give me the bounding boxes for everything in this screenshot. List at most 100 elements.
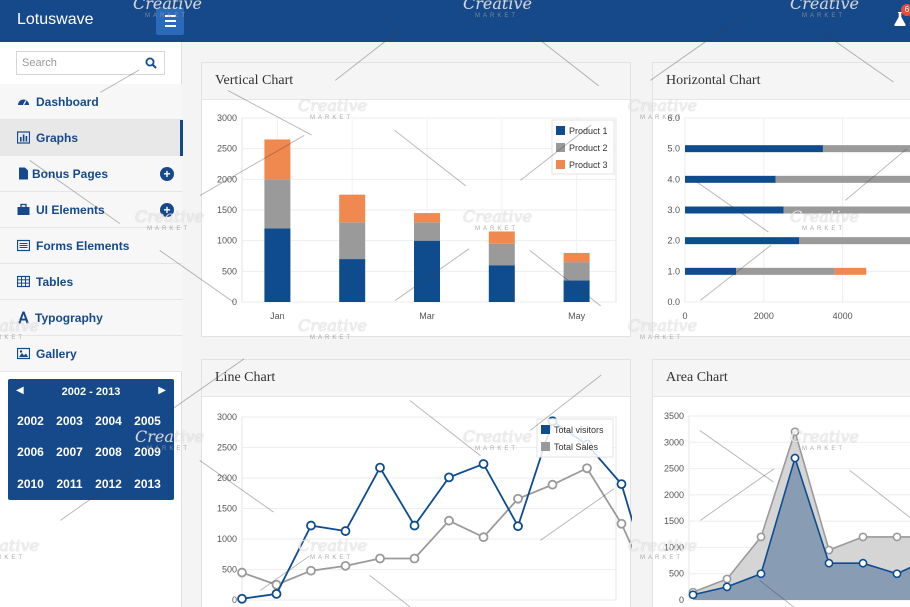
sidebar-item-dashboard[interactable]: Dashboard [0, 84, 182, 120]
y-tick-label: 2000 [217, 473, 237, 483]
y-tick-label: 3000 [217, 412, 237, 422]
series-line [241, 467, 632, 586]
data-point [444, 515, 454, 526]
y-tick-label: 500 [222, 565, 237, 575]
notification-badge[interactable]: 6 [901, 4, 910, 16]
search-icon[interactable] [145, 57, 157, 69]
x-tick-label: Mar [419, 311, 435, 321]
flask-icon[interactable] [894, 12, 906, 26]
legend-label: Total visitors [554, 425, 604, 435]
sidebar-item-gallery[interactable]: Gallery [0, 336, 182, 372]
y-tick-label: 1500 [217, 205, 237, 215]
year-cell[interactable]: 2003 [56, 413, 83, 428]
y-tick-label: 3000 [664, 437, 684, 447]
line-chart-panel: Line Chart 0 500 1000 1500 2000 2500 3000 Total… [201, 359, 632, 607]
bar-segment [736, 267, 835, 275]
sidebar-item-bonus-pages[interactable]: Bonus Pages + [0, 156, 182, 192]
brand-logo[interactable]: Lotuswave [17, 11, 94, 28]
sidebar-item-forms-elements[interactable]: Forms Elements [0, 228, 182, 264]
legend-label: Total Sales [554, 442, 599, 452]
bar-segment [414, 222, 440, 241]
data-point [409, 520, 420, 531]
year-cell[interactable]: 2008 [95, 445, 122, 460]
year-range-label[interactable]: 2002 - 2013 [61, 386, 121, 398]
y-tick-label: 2500 [217, 443, 237, 453]
y-tick-label: 1.0 [667, 266, 680, 276]
data-point [340, 560, 351, 571]
y-tick-label: 2000 [217, 174, 237, 184]
x-tick-label: 2000 [754, 311, 774, 321]
sidebar-nav: Dashboard Graphs Bonus Pages + UI Elemen… [0, 84, 183, 372]
data-point [237, 593, 247, 604]
bar-segment [563, 262, 590, 281]
bar-segment [339, 259, 366, 302]
horizontal-chart-panel: Horizontal Chart 0.0 1.0 2.0 3.0 4.0 5.0 6.0 0 2… [652, 62, 910, 337]
year-picker-header: ◀ 2002 - 2013 ▶ [8, 379, 174, 405]
year-cell[interactable]: 2005 [134, 413, 161, 428]
legend-swatch [556, 126, 565, 135]
sidebar-item-tables[interactable]: Tables [0, 264, 182, 300]
year-cell[interactable]: 2010 [17, 476, 44, 491]
data-point [582, 463, 592, 474]
y-tick-label: 1000 [217, 534, 237, 544]
bar-segment [488, 243, 515, 266]
year-cell[interactable]: 2007 [56, 445, 83, 460]
series-line [692, 429, 910, 593]
legend-label: Product 2 [569, 143, 608, 153]
sidebar-item-ui-elements[interactable]: UI Elements + [0, 192, 182, 228]
sidebar-item-graphs[interactable]: Graphs [0, 120, 183, 156]
data-point [375, 462, 385, 473]
next-arrow-icon[interactable]: ▶ [158, 385, 166, 396]
y-tick-label: 1500 [664, 516, 684, 526]
year-picker: ◀ 2002 - 2013 ▶ 2002 2003 2004 2005 2006… [8, 379, 174, 500]
y-tick-label: 6.0 [667, 113, 680, 123]
prev-arrow-icon[interactable]: ◀ [16, 385, 24, 396]
year-grid: 2002 2003 2004 2005 2006 2007 2008 2009 … [8, 405, 174, 500]
y-tick-label: 1000 [664, 542, 684, 552]
legend-swatch [541, 425, 550, 434]
year-cell[interactable]: 2009 [134, 445, 161, 460]
bar-segment [685, 267, 737, 275]
bar-segment [339, 194, 366, 223]
sidebar-item-typography[interactable]: Typography [0, 300, 182, 336]
expand-plus-icon[interactable]: + [160, 202, 174, 217]
y-tick-label: 2.0 [667, 236, 680, 246]
expand-plus-icon[interactable]: + [160, 166, 174, 181]
y-tick-label: 4.0 [667, 174, 680, 184]
bar-segment [563, 280, 590, 302]
panel-title: Vertical Chart [215, 73, 294, 88]
bar-segment [685, 237, 800, 245]
legend-swatch [556, 160, 565, 169]
bar-segment [488, 265, 515, 302]
data-point [722, 582, 732, 592]
data-point [616, 518, 627, 529]
menu-toggle-button[interactable] [156, 7, 184, 35]
year-cell[interactable]: 2012 [95, 476, 122, 491]
bar-segment [834, 267, 867, 275]
data-point [858, 558, 868, 568]
font-icon [18, 311, 29, 324]
year-cell[interactable]: 2013 [134, 476, 161, 491]
year-cell[interactable]: 2004 [95, 413, 122, 428]
bar-segment [685, 175, 776, 183]
bar-segment [685, 206, 784, 214]
data-point [858, 532, 868, 542]
data-point [616, 479, 627, 489]
data-point [892, 532, 902, 542]
data-point [444, 472, 454, 483]
data-point [756, 569, 766, 579]
dashboard-icon [18, 99, 29, 106]
bar-segment [822, 145, 910, 153]
year-cell[interactable]: 2006 [17, 445, 44, 460]
y-tick-label: 0 [232, 297, 237, 307]
bar-segment [685, 145, 823, 153]
area-chart-panel: Area Chart 0 500 1000 1500 2000 2500 3000 3500 [652, 359, 910, 607]
x-tick-label: 4000 [833, 311, 853, 321]
x-tick-label: 0 [682, 311, 687, 321]
year-cell[interactable]: 2002 [17, 413, 44, 428]
year-cell[interactable]: 2011 [56, 476, 83, 491]
y-tick-label: 2500 [217, 144, 237, 154]
sidebar-item-label: UI Elements [36, 202, 105, 217]
search-input[interactable] [17, 52, 137, 74]
panel-title: Line Chart [215, 370, 276, 385]
